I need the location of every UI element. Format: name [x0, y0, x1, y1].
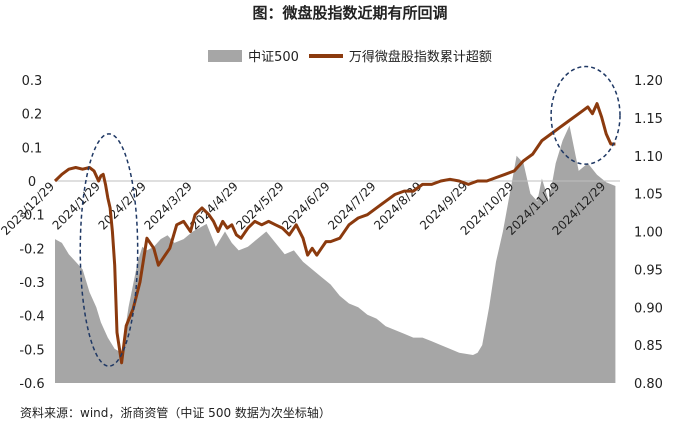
right-tick-label: 0.90 — [634, 301, 663, 316]
area-series-csi500 — [55, 125, 616, 383]
left-tick-label: -0.5 — [19, 343, 44, 358]
right-tick-label: 1.00 — [634, 226, 663, 241]
chart-title: 图：微盘股指数近期有所回调 — [252, 4, 448, 22]
right-tick-label: 0.95 — [634, 263, 663, 278]
x-tick-label: 2024/6/29 — [279, 179, 332, 232]
left-tick-label: 0 — [28, 175, 36, 190]
left-tick-label: 0.1 — [22, 141, 43, 156]
highlight-ellipse — [79, 133, 139, 367]
legend-label-line: 万得微盘股指数累计超额 — [348, 50, 492, 65]
source-note: 资料来源：wind，浙商资管（中证 500 数据为次坐标轴） — [20, 406, 331, 420]
left-tick-label: -0.1 — [19, 209, 44, 224]
legend-swatch-area — [208, 49, 243, 62]
line-series-microcap-excess — [53, 102, 616, 365]
left-tick-label: -0.2 — [19, 242, 44, 257]
legend-item-line: 万得微盘股指数累计超额 — [308, 46, 492, 65]
legend-item-area: 中证500 — [208, 46, 299, 65]
right-tick-label: 1.20 — [634, 74, 663, 89]
x-tick-label: 2024/1/29 — [50, 179, 103, 232]
left-tick-label: -0.6 — [19, 377, 44, 392]
x-tick-label: 2024/2/29 — [96, 179, 149, 232]
left-tick-label: -0.4 — [19, 310, 44, 325]
left-tick-label: 0.2 — [22, 108, 43, 123]
legend-swatch-line — [308, 53, 343, 58]
right-tick-label: 1.10 — [634, 150, 663, 165]
x-tick-label: 2024/7/29 — [325, 179, 378, 232]
legend-label-area: 中证500 — [248, 50, 299, 65]
right-tick-label: 1.15 — [634, 112, 663, 127]
right-tick-label: 0.80 — [634, 377, 663, 392]
chart-legend: 中证500 万得微盘股指数累计超额 — [0, 46, 700, 65]
left-tick-label: 0.3 — [22, 74, 43, 89]
highlight-ellipse — [550, 65, 621, 165]
left-tick-label: -0.3 — [19, 276, 44, 291]
chart-canvas: 2023/12/292024/1/292024/2/292024/3/29202… — [0, 65, 663, 392]
right-tick-label: 0.85 — [634, 339, 663, 354]
right-tick-label: 1.05 — [634, 188, 663, 203]
